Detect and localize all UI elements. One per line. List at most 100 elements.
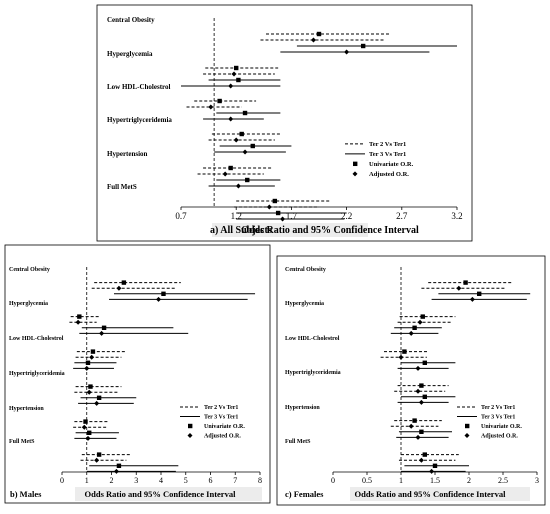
adjusted-or-marker <box>242 149 248 155</box>
category-label: Low HDL-Cholestrol <box>9 336 64 342</box>
adjusted-or-marker <box>418 399 424 405</box>
univariate-or-marker <box>360 43 366 49</box>
panel-frame <box>96 4 473 242</box>
legend-univariate-label: Univariate O.R. <box>369 161 414 168</box>
univariate-or-marker <box>419 383 424 388</box>
adjusted-or-marker <box>81 424 87 430</box>
univariate-or-marker <box>77 314 82 319</box>
adjusted-or-marker <box>208 104 214 110</box>
adjusted-or-marker <box>408 330 414 336</box>
legend-adjusted-label: Adjusted O.R. <box>204 434 241 440</box>
legend-univariate-label: Univariate O.R. <box>481 424 522 430</box>
univariate-or-marker <box>422 452 427 457</box>
adjusted-or-marker <box>75 319 81 325</box>
adjusted-or-marker <box>429 468 435 474</box>
univariate-or-marker <box>90 349 96 354</box>
adjusted-or-marker <box>235 183 241 189</box>
legend-adjusted-swatch <box>352 171 358 177</box>
x-tick-label: 2.2 <box>341 211 352 221</box>
univariate-or-marker <box>228 165 233 171</box>
legend-ter2-label: Ter 2 Vs Ter1 <box>481 405 515 411</box>
category-label: Full MetS <box>9 439 35 445</box>
x-tick-label: 0.5 <box>362 476 372 485</box>
panel-label: c) Females <box>285 489 324 499</box>
adjusted-or-marker <box>116 285 122 291</box>
x-tick-label: 3.2 <box>451 211 462 221</box>
univariate-or-marker <box>477 291 482 296</box>
adjusted-or-marker <box>233 137 239 143</box>
adjusted-or-marker <box>99 330 105 336</box>
univariate-or-marker <box>275 210 281 216</box>
univariate-or-marker <box>250 143 255 149</box>
category-label: Full MetS <box>107 183 137 191</box>
x-tick-label: 3 <box>535 476 539 485</box>
x-tick-label: 2.7 <box>396 211 408 221</box>
univariate-or-marker <box>420 314 425 319</box>
adjusted-or-marker <box>415 388 421 394</box>
univariate-or-marker <box>88 384 93 389</box>
univariate-or-marker <box>242 110 248 116</box>
adjusted-or-marker <box>86 389 92 395</box>
x-tick-label: 2 <box>110 476 114 485</box>
adjusted-or-marker <box>417 319 423 325</box>
x-tick-label: 2 <box>467 476 471 485</box>
category-label: Low HDL-Cholestrol <box>107 83 171 91</box>
legend-univariate-swatch <box>188 423 193 429</box>
univariate-or-marker <box>245 177 250 183</box>
legend-ter3-label: Ter 3 Vs Ter1 <box>369 151 406 158</box>
legend-univariate-swatch <box>465 423 470 429</box>
adjusted-or-marker <box>113 468 119 474</box>
category-label: Hypertriglyceridemia <box>285 370 341 376</box>
univariate-or-marker <box>412 325 417 330</box>
category-label: Hypertension <box>9 406 44 412</box>
category-label: Hyperglycemia <box>107 50 153 58</box>
xlabel-band <box>212 223 368 237</box>
adjusted-or-marker <box>94 457 100 463</box>
univariate-or-marker <box>234 65 239 71</box>
adjusted-or-marker <box>415 365 421 371</box>
univariate-or-marker <box>422 360 427 365</box>
legend-univariate-swatch <box>353 161 358 167</box>
adjusted-or-marker <box>231 71 237 77</box>
x-tick-label: 2.5 <box>498 476 508 485</box>
univariate-or-marker <box>272 198 278 204</box>
category-label: Hypertension <box>285 405 320 411</box>
univariate-or-marker <box>217 98 222 104</box>
legend-ter3-label: Ter 3 Vs Ter1 <box>481 415 515 421</box>
univariate-or-marker <box>412 418 417 423</box>
univariate-or-marker <box>316 31 322 37</box>
legend-adjusted-label: Adjusted O.R. <box>369 171 409 178</box>
univariate-or-marker <box>236 77 241 83</box>
adjusted-or-marker <box>344 49 350 55</box>
x-tick-label: 1.2 <box>231 211 242 221</box>
legend-adjusted-swatch <box>464 433 470 438</box>
category-label: Hypertriglyceridemia <box>107 116 172 124</box>
x-axis-title: Odds Ratio and 95% Confidence Interval <box>241 225 419 236</box>
x-axis-title: Odds Ratio and 95% Confidence Interval <box>85 489 237 499</box>
legend-ter2-label: Ter 2 Vs Ter1 <box>204 405 238 411</box>
panel-frame <box>4 244 271 504</box>
x-axis-title: Odds Ratio and 95% Confidence Interval <box>355 489 507 499</box>
univariate-or-marker <box>101 325 107 330</box>
x-tick-label: 5 <box>184 476 188 485</box>
univariate-or-marker <box>96 395 102 400</box>
x-tick-label: 0 <box>60 476 64 485</box>
adjusted-or-marker <box>84 365 90 371</box>
x-tick-label: 4 <box>159 476 163 485</box>
adjusted-or-marker <box>156 296 162 302</box>
adjusted-or-marker <box>310 37 316 43</box>
univariate-or-marker <box>121 280 127 285</box>
x-tick-label: 1.5 <box>430 476 440 485</box>
x-tick-label: 8 <box>258 476 262 485</box>
adjusted-or-marker <box>222 171 228 177</box>
x-tick-label: 0 <box>331 476 335 485</box>
adjusted-or-marker <box>94 400 100 406</box>
category-label: Full MetS <box>285 439 311 445</box>
category-label: Central Obesity <box>285 267 326 273</box>
adjusted-or-marker <box>415 434 421 440</box>
legend-ter3-label: Ter 3 Vs Ter1 <box>204 415 238 421</box>
univariate-or-marker <box>432 463 438 468</box>
univariate-or-marker <box>239 131 244 137</box>
adjusted-or-marker <box>408 423 414 429</box>
x-tick-label: 1 <box>85 476 89 485</box>
